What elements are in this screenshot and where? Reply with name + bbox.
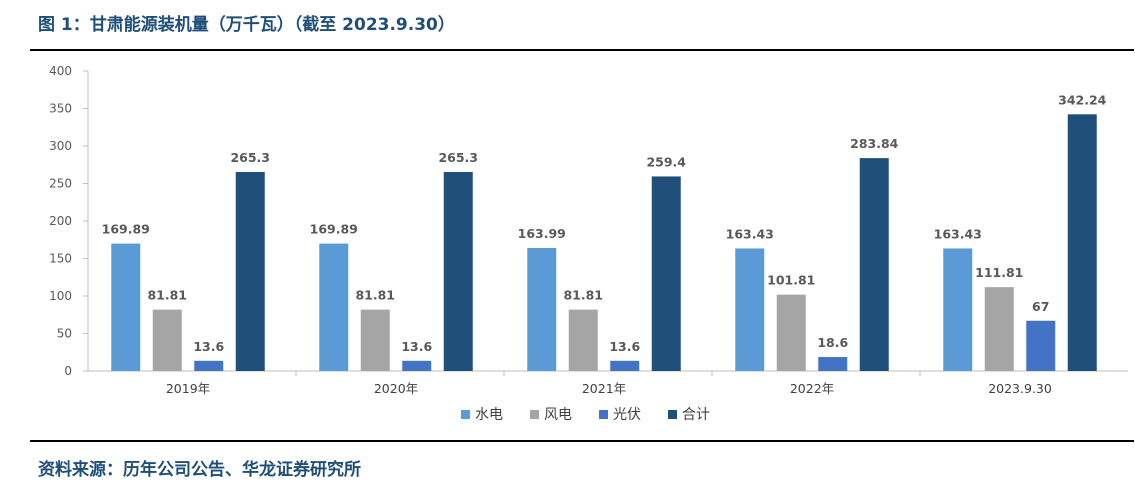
- bar-合计-2022年: [859, 158, 889, 371]
- x-tick-label: 2019年: [166, 381, 210, 396]
- legend-swatch-合计: [668, 410, 677, 419]
- top-rule: [30, 49, 1134, 51]
- y-tick-label: 350: [49, 102, 72, 116]
- data-label: 18.6: [817, 335, 848, 350]
- data-label: 13.6: [401, 339, 432, 354]
- bar-合计-2023.9.30: [1067, 114, 1097, 371]
- x-tick-label: 2022年: [790, 381, 834, 396]
- bar-风电-2020年: [360, 309, 390, 371]
- data-label: 13.6: [609, 339, 640, 354]
- data-label: 111.81: [975, 265, 1023, 280]
- bar-水电-2019年: [111, 243, 141, 371]
- data-label: 163.43: [726, 226, 774, 241]
- bar-水电-2022年: [735, 248, 765, 371]
- bar-水电-2023.9.30: [943, 248, 973, 371]
- y-tick-label: 150: [49, 252, 72, 266]
- data-label: 13.6: [193, 339, 224, 354]
- bar-光伏-2020年: [402, 360, 432, 371]
- x-tick-label: 2021年: [582, 381, 626, 396]
- legend-swatch-水电: [461, 410, 470, 419]
- bar-光伏-2023.9.30: [1026, 320, 1056, 371]
- x-tick-label: 2023.9.30: [988, 381, 1052, 396]
- data-label: 81.81: [355, 288, 395, 303]
- bar-风电-2022年: [776, 294, 806, 371]
- legend-label: 水电: [475, 407, 503, 423]
- legend-swatch-风电: [530, 410, 539, 419]
- y-tick-label: 200: [49, 214, 72, 228]
- y-tick-label: 400: [49, 64, 72, 78]
- y-tick-label: 50: [57, 327, 72, 341]
- data-label: 265.3: [230, 150, 270, 165]
- bar-光伏-2021年: [610, 360, 640, 371]
- bar-水电-2020年: [319, 243, 349, 371]
- y-tick-label: 250: [49, 177, 72, 191]
- bar-chart: 0 50 100 150 200 250 300 350 400 169.89 81.81 13.6 2…: [49, 64, 1128, 423]
- bar-风电-2023.9.30: [984, 287, 1014, 371]
- bar-合计-2020年: [443, 172, 473, 371]
- bar-合计-2021年: [651, 176, 681, 371]
- data-label: 81.81: [563, 288, 603, 303]
- data-label: 342.24: [1058, 92, 1107, 107]
- source-note: 资料来源：历年公司公告、华龙证券研究所: [38, 460, 361, 480]
- x-tick-label: 2020年: [374, 381, 418, 396]
- bar-风电-2021年: [568, 309, 598, 371]
- y-tick-label: 100: [49, 289, 72, 303]
- bar-光伏-2022年: [818, 357, 848, 371]
- data-label: 81.81: [147, 288, 187, 303]
- data-label: 259.4: [646, 154, 686, 169]
- legend-label: 风电: [544, 407, 572, 423]
- figure-title: 图 1：甘肃能源装机量（万千瓦）（截至 2023.9.30）: [38, 15, 455, 35]
- bar-风电-2019年: [152, 309, 182, 371]
- y-tick-label: 0: [64, 364, 72, 378]
- bar-光伏-2019年: [194, 360, 224, 371]
- data-label: 67: [1032, 299, 1049, 314]
- legend-label: 合计: [682, 407, 710, 423]
- data-label: 163.99: [518, 226, 566, 241]
- data-label: 169.89: [310, 222, 358, 237]
- data-label: 101.81: [767, 273, 815, 288]
- bar-水电-2021年: [527, 248, 557, 371]
- bottom-rule: [30, 440, 1134, 442]
- data-label: 265.3: [438, 150, 478, 165]
- bar-合计-2019年: [235, 172, 265, 371]
- legend-swatch-光伏: [599, 410, 608, 419]
- data-label: 169.89: [102, 222, 150, 237]
- data-label: 283.84: [850, 136, 899, 151]
- legend-label: 光伏: [613, 407, 641, 423]
- y-tick-label: 300: [49, 139, 72, 153]
- data-label: 163.43: [934, 226, 982, 241]
